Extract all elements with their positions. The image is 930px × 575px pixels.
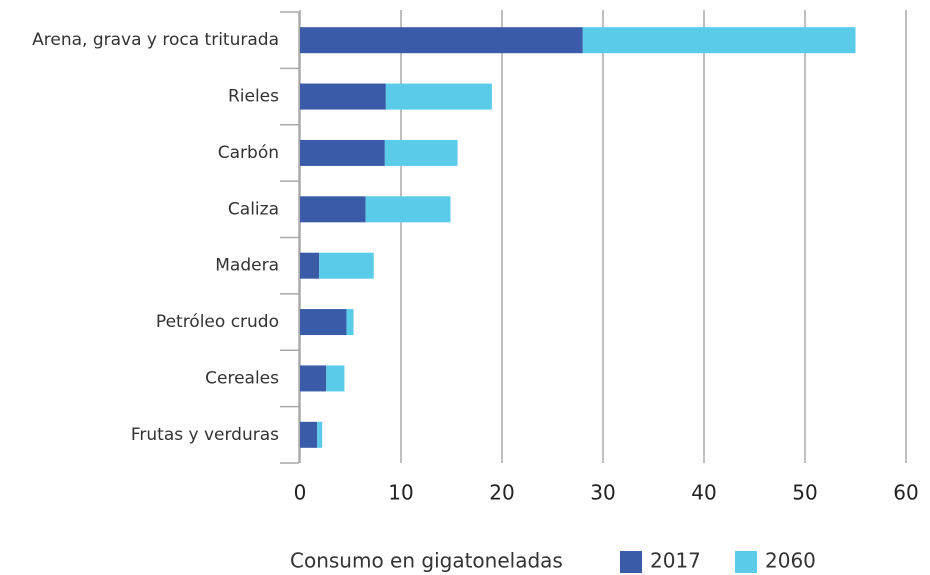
y-tick-label: Carbón xyxy=(218,143,279,163)
y-tick-label: Frutas y verduras xyxy=(131,425,279,445)
x-tick-label: 50 xyxy=(792,481,817,505)
bar-segment xyxy=(300,252,320,279)
bar-segment xyxy=(300,309,347,336)
bar-segment xyxy=(300,196,366,223)
x-tick-label: 30 xyxy=(590,481,615,505)
x-tick-label: 20 xyxy=(489,481,514,505)
legend-title: Consumo en gigatoneladas xyxy=(290,549,563,573)
bar-segment xyxy=(300,421,318,448)
bar-segment xyxy=(582,27,856,54)
x-tick-label: 40 xyxy=(691,481,716,505)
bar-segment xyxy=(300,83,386,110)
y-tick-label: Rieles xyxy=(228,87,279,107)
bar-segment xyxy=(326,365,345,392)
bar-segment xyxy=(319,252,374,279)
bar-segment xyxy=(300,27,583,54)
x-tick-label: 60 xyxy=(893,481,918,505)
legend-swatch xyxy=(735,551,757,573)
bar-segment xyxy=(317,421,323,448)
y-tick-label: Cereales xyxy=(205,368,279,388)
bar-segment xyxy=(300,139,385,166)
bar-segment xyxy=(385,83,492,110)
bar-segment xyxy=(365,196,451,223)
y-tick-label: Arena, grava y roca triturada xyxy=(32,30,279,50)
bar-segment xyxy=(384,139,458,166)
x-tick-label: 0 xyxy=(294,481,307,505)
legend-swatch xyxy=(620,551,642,573)
legend-label: 2017 xyxy=(650,549,701,573)
x-tick-label: 10 xyxy=(388,481,413,505)
legend-label: 2060 xyxy=(765,549,816,573)
y-tick-label: Caliza xyxy=(228,199,279,219)
bar-segment xyxy=(346,309,354,336)
y-tick-label: Petróleo crudo xyxy=(156,312,279,332)
y-tick-label: Madera xyxy=(215,256,279,276)
bar-segment xyxy=(300,365,327,392)
